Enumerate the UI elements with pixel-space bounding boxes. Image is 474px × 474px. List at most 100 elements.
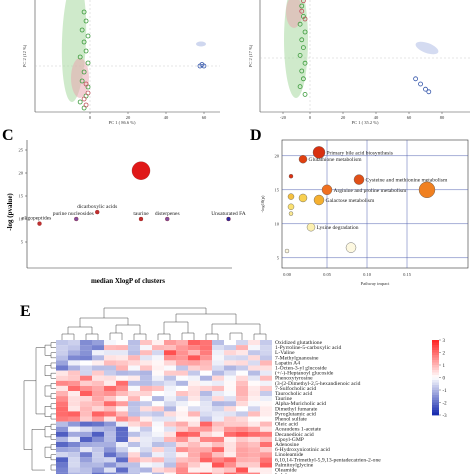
dendrogram-branch (44, 446, 51, 458)
heatmap-cell (224, 467, 236, 473)
heatmap-cell (248, 360, 260, 366)
heatmap-row-label: 1-Pyrroline-5-carboxylic acid (275, 345, 342, 351)
panel-b-point (302, 60, 308, 66)
heatmap-cell (212, 375, 224, 381)
heatmap-cell (104, 416, 116, 422)
heatmap-cell (212, 396, 224, 402)
heatmap-cell (224, 380, 236, 386)
heatmap-cell (80, 380, 92, 386)
colorbar-tick-label: -2 (443, 401, 448, 406)
heatmap-cell (128, 360, 140, 366)
heatmap-cell (248, 385, 260, 391)
colorbar-segment (432, 377, 439, 381)
heatmap-cell (248, 391, 260, 397)
heatmap-cell (56, 462, 68, 468)
heatmap-cell (200, 360, 212, 366)
heatmap-cell (176, 431, 188, 437)
heatmap-cell (92, 345, 104, 351)
heatmap-cell (104, 380, 116, 386)
heatmap-cell (140, 365, 152, 371)
heatmap-cell (128, 385, 140, 391)
dendrogram-branch (85, 333, 99, 340)
heatmap-cell (236, 360, 248, 366)
dendrogram-branch (50, 434, 56, 440)
heatmap-cell (236, 385, 248, 391)
heatmap-cells (56, 340, 272, 474)
heatmap-cell (260, 416, 272, 422)
heatmap-cell (212, 431, 224, 437)
heatmap-cell (152, 375, 164, 381)
heatmap-cell (80, 365, 92, 371)
colorbar-segment (432, 340, 439, 343)
heatmap-cell (128, 401, 140, 407)
heatmap-row-label: Lapatin A4 (275, 360, 300, 366)
heatmap-cell (116, 365, 128, 371)
heatmap-cell (104, 457, 116, 463)
heatmap-cell (236, 426, 248, 432)
heatmap-cell (236, 462, 248, 468)
heatmap-cell (140, 436, 152, 442)
heatmap-cell (128, 426, 140, 432)
heatmap-cell (80, 406, 92, 412)
heatmap-cell (116, 360, 128, 366)
heatmap-cell (152, 380, 164, 386)
dendrogram-branch (50, 444, 56, 450)
panel-b-point (302, 16, 308, 22)
heatmap-cell (152, 436, 164, 442)
heatmap-cell (224, 355, 236, 361)
heatmap-cell (140, 406, 152, 412)
heatmap-cell (248, 421, 260, 427)
dendrogram-branch (50, 372, 56, 379)
heatmap-cell (224, 447, 236, 453)
heatmap-cell (56, 436, 68, 442)
heatmap-cell (104, 385, 116, 391)
heatmap-cell (116, 380, 128, 386)
heatmap-cell (92, 431, 104, 437)
panel-c-ytick-label: 10 (19, 217, 24, 222)
heatmap-cell (248, 370, 260, 376)
heatmap-cell (140, 380, 152, 386)
heatmap-cell (212, 467, 224, 473)
dendrogram-branch (44, 426, 51, 438)
heatmap-cell (176, 447, 188, 453)
panel-a-point (83, 18, 89, 24)
heatmap-row-label: Decanedioic acid (275, 432, 314, 438)
heatmap-cell (140, 340, 152, 346)
panel-d-point (312, 146, 326, 159)
heatmap-cell (200, 375, 212, 381)
heatmap-cell (80, 411, 92, 417)
heatmap-cell (224, 457, 236, 463)
heatmap-cell (56, 431, 68, 437)
heatmap-cell (104, 472, 116, 474)
heatmap-cell (68, 406, 80, 412)
heatmap-cell (248, 345, 260, 351)
heatmap-cell (116, 370, 128, 376)
heatmap-cell (116, 375, 128, 381)
heatmap-cell (92, 426, 104, 432)
panel-c-bubble (74, 216, 79, 222)
heatmap-cell (248, 457, 260, 463)
panel-d-point (345, 242, 357, 253)
dendrogram-branch (31, 429, 45, 471)
panel-b-point (299, 37, 305, 43)
heatmap-cell (152, 360, 164, 366)
heatmap-row-label: Phenol sulfate (275, 416, 307, 423)
colorbar-segment (432, 357, 439, 361)
panel-a-point (81, 69, 87, 75)
heatmap-cell (236, 457, 248, 463)
heatmap-cell (68, 375, 80, 381)
heatmap-cell (56, 467, 68, 473)
heatmap-cell (176, 416, 188, 422)
heatmap-cell (260, 380, 272, 386)
heatmap-cell (56, 370, 68, 376)
heatmap-cell (104, 462, 116, 468)
panel-b-ellipse-red (286, 0, 302, 28)
colorbar-segment (432, 375, 439, 378)
colorbar-segment (432, 405, 439, 408)
panel-c-bubble-label: purine nucleosides (53, 211, 94, 217)
panel-d-ytick-label: 10 (275, 221, 280, 226)
dendrogram-branch (157, 333, 171, 340)
panel-c-bubble (226, 216, 231, 222)
colorbar-tick-label: 1 (443, 364, 446, 369)
heatmap-cell (164, 426, 176, 432)
